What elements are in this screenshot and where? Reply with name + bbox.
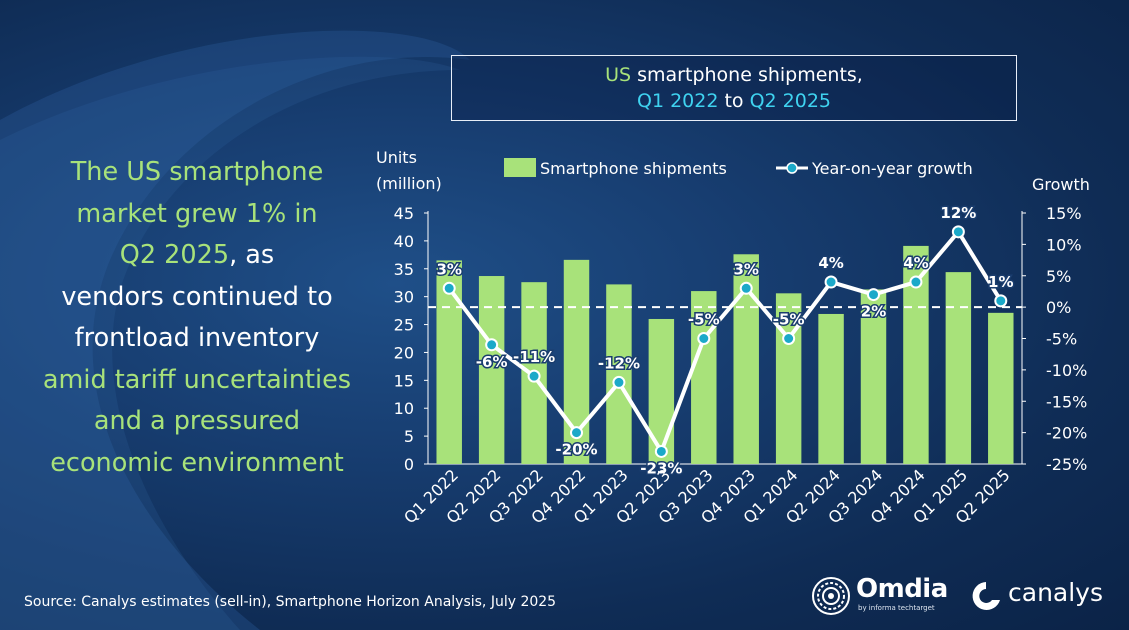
chart-title-line2: Q1 2022 to Q2 2025 bbox=[636, 90, 832, 112]
growth-marker bbox=[697, 332, 711, 345]
y-axis-title-line2: (million) bbox=[376, 174, 442, 193]
y2-tick-label: 15% bbox=[1046, 204, 1082, 223]
y2-tick-label: -5% bbox=[1046, 330, 1077, 349]
growth-marker bbox=[612, 375, 626, 389]
y-tick-label: 10 bbox=[394, 399, 414, 418]
y-tick-label: 40 bbox=[394, 232, 414, 251]
growth-data-label: 4% bbox=[818, 254, 843, 272]
growth-marker bbox=[782, 332, 796, 345]
growth-data-label: -5% bbox=[688, 311, 720, 329]
growth-data-label: -12% bbox=[598, 354, 640, 372]
growth-data-label: -11% bbox=[513, 348, 555, 366]
y-tick-label: 45 bbox=[394, 204, 414, 223]
legend-bar-label: Smartphone shipments bbox=[540, 159, 727, 178]
y2-tick-label: 0% bbox=[1046, 298, 1071, 317]
y-tick-label: 5 bbox=[404, 427, 414, 446]
shipment-bar bbox=[818, 313, 844, 464]
growth-marker bbox=[442, 281, 456, 295]
omdia-wordmark: Omdia bbox=[856, 574, 948, 604]
growth-marker bbox=[824, 275, 838, 289]
y2-tick-label: 10% bbox=[1046, 235, 1082, 254]
shipment-bar bbox=[775, 293, 802, 464]
shipment-bar bbox=[606, 284, 632, 464]
y2-tick-label: -20% bbox=[1046, 424, 1087, 443]
y-axis-title-line1: Units bbox=[376, 148, 417, 167]
growth-data-label: -5% bbox=[773, 311, 805, 329]
growth-marker bbox=[485, 338, 499, 352]
canalys-logo-icon bbox=[972, 582, 1000, 610]
legend-line-marker bbox=[786, 162, 798, 174]
y2-tick-label: -25% bbox=[1046, 455, 1087, 474]
chart-title-line1: US smartphone shipments, bbox=[605, 64, 863, 86]
growth-marker bbox=[739, 281, 753, 295]
growth-data-label: 12% bbox=[940, 204, 976, 222]
y-tick-label: 35 bbox=[394, 260, 414, 279]
growth-marker bbox=[994, 294, 1008, 308]
shipment-bar bbox=[860, 289, 887, 464]
legend-bar-swatch bbox=[504, 158, 536, 177]
source-note: Source: Canalys estimates (sell-in), Sma… bbox=[24, 594, 557, 610]
growth-data-label: 2% bbox=[861, 303, 886, 321]
shipment-bar bbox=[648, 318, 675, 464]
shipment-bar bbox=[691, 291, 717, 464]
shipment-bar bbox=[945, 272, 972, 464]
growth-marker bbox=[527, 369, 541, 383]
shipment-bar bbox=[988, 312, 1014, 464]
growth-data-label: 4% bbox=[903, 254, 928, 272]
growth-marker bbox=[570, 426, 583, 440]
y2-tick-label: -15% bbox=[1046, 392, 1087, 411]
y-tick-label: 25 bbox=[394, 316, 414, 335]
omdia-logo-icon bbox=[812, 577, 850, 615]
y-tick-label: 30 bbox=[394, 288, 414, 307]
y-tick-label: 20 bbox=[394, 343, 414, 362]
y2-axis-title: Growth bbox=[1032, 175, 1090, 194]
growth-data-label: -20% bbox=[555, 441, 597, 459]
y2-tick-label: 5% bbox=[1046, 267, 1071, 286]
growth-marker bbox=[654, 444, 668, 458]
headline-text: The US smartphone market grew 1% in Q2 2… bbox=[42, 157, 352, 478]
growth-data-label: 3% bbox=[733, 260, 758, 278]
canalys-wordmark: canalys bbox=[1008, 578, 1103, 607]
y-tick-label: 15 bbox=[394, 371, 414, 390]
growth-marker bbox=[951, 225, 965, 239]
omdia-subtext: by informa techtarget bbox=[858, 604, 935, 612]
growth-data-label: -6% bbox=[476, 353, 508, 371]
y-tick-label: 0 bbox=[404, 455, 414, 474]
growth-data-label: 3% bbox=[436, 260, 461, 278]
growth-data-label: 1% bbox=[988, 273, 1013, 291]
y2-tick-label: -10% bbox=[1046, 361, 1087, 380]
growth-line bbox=[447, 229, 1003, 454]
growth-data-label: -23% bbox=[640, 459, 682, 477]
growth-marker bbox=[867, 288, 880, 302]
legend-line-label: Year-on-year growth bbox=[811, 159, 973, 178]
chart-title-box: US smartphone shipments, Q1 2022 to Q2 2… bbox=[451, 55, 1017, 121]
growth-marker bbox=[909, 275, 923, 289]
